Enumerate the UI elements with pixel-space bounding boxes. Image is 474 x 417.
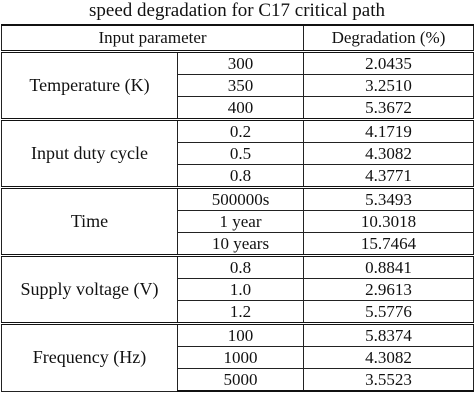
parameter-name: Frequency (Hz) (1, 322, 178, 392)
parameter-name: Supply voltage (V) (1, 254, 178, 324)
table-row: 1.2 5.5776 (2, 300, 474, 324)
parameter-value: 10 years (177, 232, 304, 256)
group-temperature: Temperature (K) 300 2.0435 350 3.2510 40… (1, 51, 474, 120)
table-row: 5000 3.5523 (2, 368, 474, 392)
degradation-value: 3.2510 (303, 74, 474, 97)
degradation-value: 4.3771 (303, 164, 474, 188)
parameter-value: 0.8 (177, 164, 304, 188)
degradation-value: 2.9613 (303, 278, 474, 301)
table-row: Frequency (Hz) 100 5.8374 (1, 322, 474, 392)
table-row: 0.5 4.3082 (2, 142, 474, 165)
degradation-value: 5.3672 (303, 96, 474, 120)
table-row: 1.0 2.9613 (2, 278, 474, 301)
parameter-value: 500000s (177, 186, 304, 211)
table-row: 1 year 10.3018 (2, 210, 474, 233)
header-degradation: Degradation (%) (303, 24, 474, 53)
degradation-value: 5.5776 (303, 300, 474, 324)
degradation-table: Input parameter Degradation (%) Temperat… (1, 24, 474, 392)
parameter-value: 350 (177, 74, 304, 97)
degradation-value: 15.7464 (303, 232, 474, 256)
parameter-value: 5000 (177, 368, 304, 392)
group-supply-voltage: Supply voltage (V) 0.8 0.8841 1.0 2.9613… (1, 254, 474, 324)
group-time: Time 500000s 5.3493 1 year 10.3018 10 ye… (1, 186, 474, 256)
table-row: Input duty cycle 0.2 4.1719 (1, 118, 474, 188)
header-row: Input parameter Degradation (%) (1, 24, 474, 53)
degradation-value: 0.8841 (303, 254, 474, 279)
parameter-name: Input duty cycle (1, 118, 178, 188)
header-input-parameter: Input parameter (1, 24, 304, 53)
parameter-value: 0.5 (177, 142, 304, 165)
table-row: Supply voltage (V) 0.8 0.8841 (1, 254, 474, 324)
degradation-value: 5.3493 (303, 186, 474, 211)
table-row: 0.8 4.3771 (2, 164, 474, 188)
parameter-value: 100 (177, 322, 304, 347)
parameter-name: Temperature (K) (1, 51, 178, 120)
parameter-value: 400 (177, 96, 304, 120)
table-row: 10 years 15.7464 (2, 232, 474, 256)
degradation-value: 10.3018 (303, 210, 474, 233)
degradation-value: 4.3082 (303, 346, 474, 369)
parameter-value: 0.8 (177, 254, 304, 279)
table-row: Temperature (K) 300 2.0435 (1, 51, 474, 120)
group-frequency: Frequency (Hz) 100 5.8374 1000 4.3082 50… (1, 322, 474, 392)
group-input-duty-cycle: Input duty cycle 0.2 4.1719 0.5 4.3082 0… (1, 118, 474, 188)
parameter-value: 300 (177, 51, 304, 75)
parameter-value: 1.0 (177, 278, 304, 301)
degradation-value: 4.3082 (303, 142, 474, 165)
table-row: Time 500000s 5.3493 (1, 186, 474, 256)
degradation-value: 4.1719 (303, 118, 474, 143)
table-caption: speed degradation for C17 critical path (89, 0, 385, 21)
table-row: 1000 4.3082 (2, 346, 474, 369)
degradation-value: 3.5523 (303, 368, 474, 392)
parameter-value: 1 year (177, 210, 304, 233)
parameter-value: 1.2 (177, 300, 304, 324)
degradation-value: 2.0435 (303, 51, 474, 75)
parameter-value: 0.2 (177, 118, 304, 143)
parameter-name: Time (1, 186, 178, 256)
parameter-value: 1000 (177, 346, 304, 369)
degradation-value: 5.8374 (303, 322, 474, 347)
